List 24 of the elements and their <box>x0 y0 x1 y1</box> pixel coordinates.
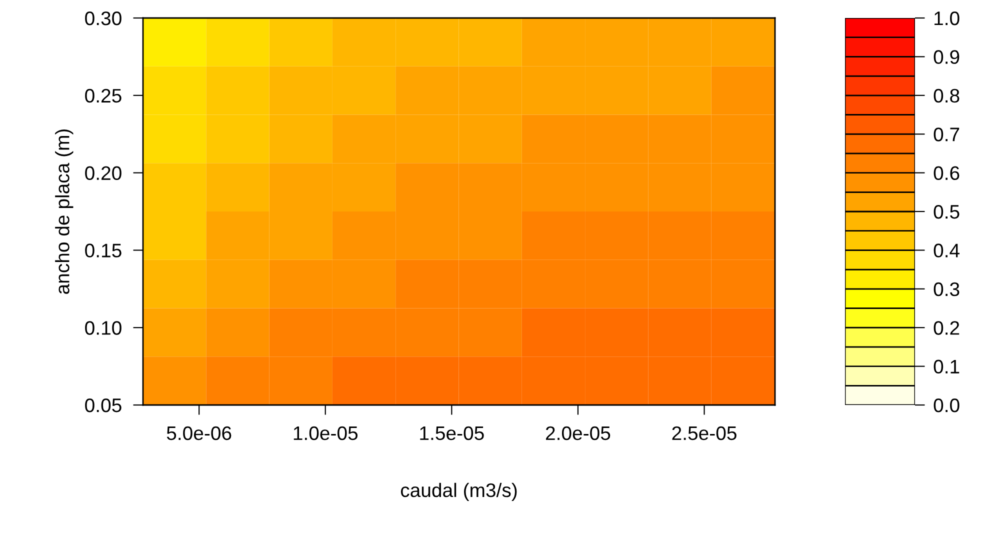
x-tick-label: 2.5e-05 <box>672 426 736 440</box>
y-axis-title: ancho de placa (m) <box>55 129 74 294</box>
x-axis-title: caudal (m3/s) <box>400 482 517 501</box>
color-bar-label: 0.5 <box>934 204 960 219</box>
y-tick-label: 0.20 <box>85 166 122 180</box>
x-tick-label: 2.0e-05 <box>546 426 610 440</box>
x-tick-label: 1.0e-05 <box>294 426 358 440</box>
x-tick-label: 1.5e-05 <box>420 426 484 440</box>
x-tick-label: 5.0e-06 <box>166 426 232 440</box>
y-tick-label: 0.05 <box>85 398 122 412</box>
color-bar-label: 1.0 <box>934 11 960 26</box>
color-bar-label: 0.9 <box>934 50 960 64</box>
color-bar-label: 0.8 <box>934 88 960 103</box>
color-bar-label: 0.3 <box>934 282 960 296</box>
y-tick-label: 0.25 <box>85 88 122 103</box>
color-bar-label: 0.1 <box>934 360 960 374</box>
color-bar-label: 0.4 <box>934 244 960 258</box>
color-bar-label: 0.0 <box>934 398 960 412</box>
y-tick-label: 0.15 <box>85 244 122 258</box>
y-tick-label: 0.30 <box>85 11 122 26</box>
color-bar-label: 0.7 <box>934 128 960 142</box>
y-tick-label: 0.10 <box>85 321 122 335</box>
color-bar-label: 0.6 <box>934 166 960 180</box>
color-bar-label: 0.2 <box>934 321 960 335</box>
